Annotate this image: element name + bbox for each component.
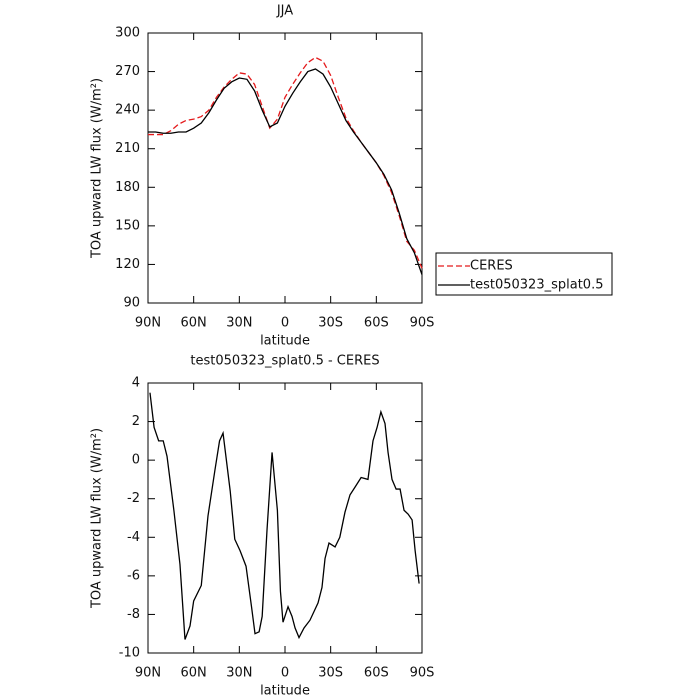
y-tick-label: -10 (119, 646, 140, 661)
legend-label: CERES (470, 259, 513, 274)
y-tick-label: -8 (127, 607, 140, 622)
x-tick-label: 30N (226, 666, 252, 681)
plot-frame (147, 32, 423, 304)
x-tick-label: 30S (318, 666, 343, 681)
chart-title: test050323_splat0.5 - CERES (190, 354, 379, 369)
y-tick-label: 90 (123, 296, 140, 311)
y-tick-label: 240 (115, 103, 140, 118)
y-tick-label: -6 (127, 568, 140, 583)
x-axis-label: latitude (260, 334, 310, 349)
x-tick-label: 60N (181, 316, 207, 331)
x-tick-label: 90S (410, 666, 435, 681)
series-line (148, 56, 423, 269)
y-tick-label: 120 (115, 257, 140, 272)
y-tick-label: -4 (127, 530, 140, 545)
y-axis-label: TOA upward LW flux (W/m²) (90, 78, 105, 259)
y-tick-label: 300 (115, 26, 140, 41)
x-tick-label: 90S (410, 316, 435, 331)
y-tick-label: 180 (115, 180, 140, 195)
y-tick-label: 210 (115, 141, 140, 156)
y-tick-label: -2 (127, 491, 140, 506)
x-tick-label: 0 (281, 316, 289, 331)
plot-frame (147, 382, 423, 654)
legend-label: test050323_splat0.5 (470, 278, 603, 293)
y-tick-label: 150 (115, 218, 140, 233)
chart-title: JJA (276, 4, 293, 19)
y-tick-label: 0 (132, 453, 140, 468)
x-tick-label: 90N (135, 316, 161, 331)
x-tick-label: 0 (281, 666, 289, 681)
y-tick-label: 2 (132, 414, 140, 429)
x-tick-label: 60S (364, 316, 389, 331)
y-axis-label: TOA upward LW flux (W/m²) (90, 428, 105, 609)
legend-box (435, 252, 613, 296)
x-axis-label: latitude (260, 684, 310, 699)
x-tick-label: 60N (181, 666, 207, 681)
x-tick-label: 90N (135, 666, 161, 681)
y-tick-label: 4 (132, 376, 140, 391)
x-tick-label: 30N (226, 316, 252, 331)
series-line (149, 392, 420, 640)
x-tick-label: 60S (364, 666, 389, 681)
series-line (148, 68, 423, 275)
x-tick-label: 30S (318, 316, 343, 331)
y-tick-label: 270 (115, 64, 140, 79)
